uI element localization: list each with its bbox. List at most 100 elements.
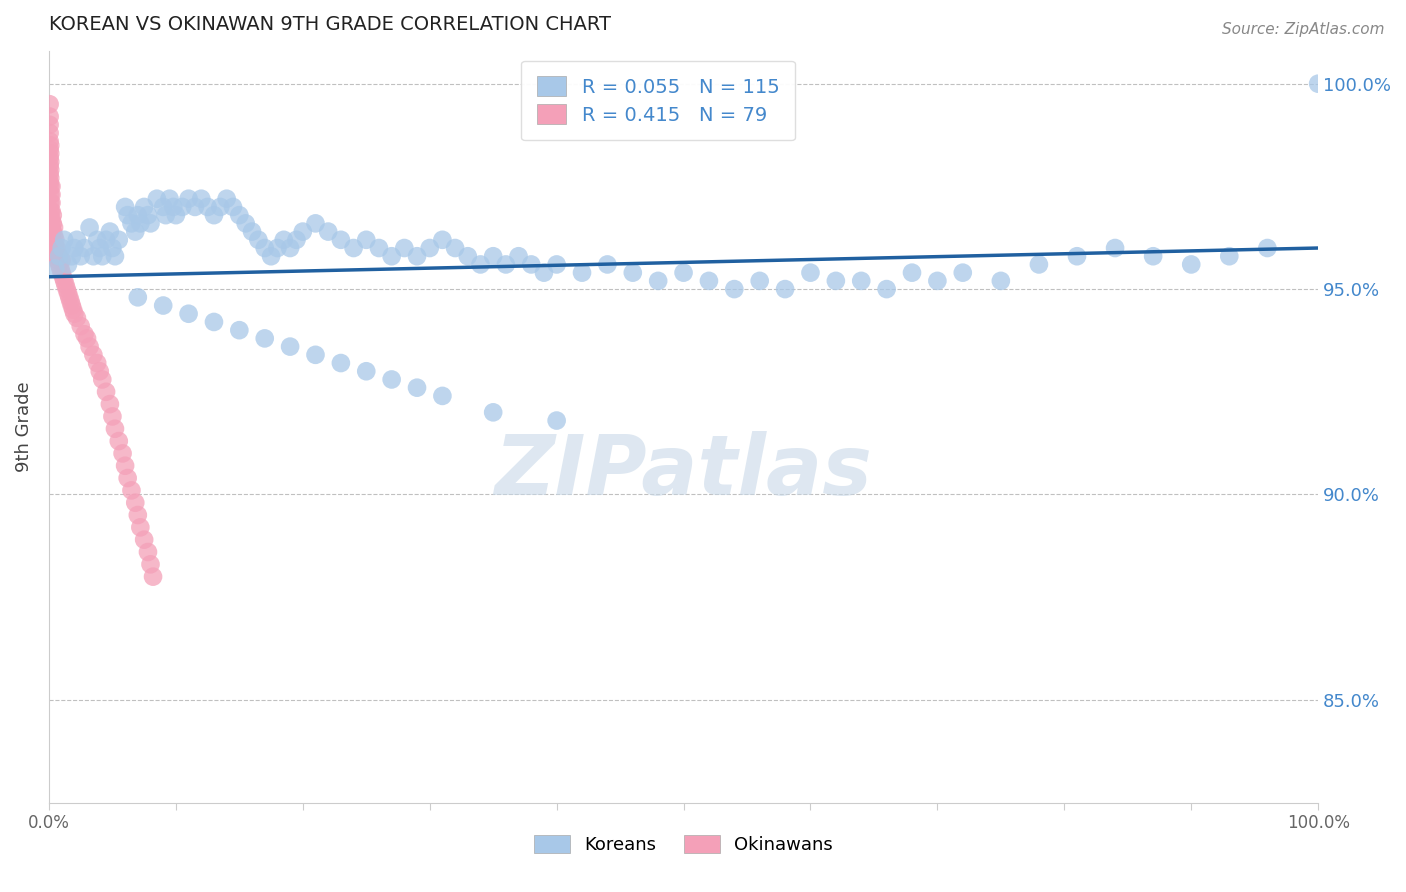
- Point: [51, 253, 73, 268]
- Point: [42, 220, 65, 235]
- Point: [394, 241, 416, 255]
- Text: ZIPatlas: ZIPatlas: [495, 432, 873, 512]
- Point: [209, 200, 232, 214]
- Point: [45, 241, 67, 255]
- Point: [42, 228, 65, 243]
- Point: [58, 290, 80, 304]
- Point: [94, 233, 117, 247]
- Point: [66, 310, 89, 325]
- Point: [82, 348, 104, 362]
- Point: [215, 192, 238, 206]
- Point: [723, 282, 745, 296]
- Point: [1180, 257, 1202, 271]
- Point: [56, 257, 79, 271]
- Point: [38, 126, 60, 140]
- Point: [127, 208, 149, 222]
- Point: [285, 233, 308, 247]
- Point: [876, 282, 898, 296]
- Point: [197, 200, 219, 214]
- Point: [444, 241, 467, 255]
- Point: [38, 159, 60, 173]
- Point: [1142, 249, 1164, 263]
- Point: [406, 381, 429, 395]
- Point: [901, 266, 924, 280]
- Point: [117, 471, 139, 485]
- Point: [304, 216, 326, 230]
- Point: [247, 233, 270, 247]
- Point: [39, 204, 62, 219]
- Point: [44, 241, 66, 255]
- Point: [697, 274, 720, 288]
- Point: [134, 200, 156, 214]
- Point: [111, 446, 134, 460]
- Point: [432, 389, 454, 403]
- Point: [121, 483, 143, 498]
- Point: [356, 233, 378, 247]
- Point: [38, 143, 60, 157]
- Point: [342, 241, 364, 255]
- Point: [49, 261, 72, 276]
- Point: [48, 249, 70, 263]
- Point: [266, 241, 288, 255]
- Point: [990, 274, 1012, 288]
- Point: [146, 192, 169, 206]
- Point: [86, 356, 108, 370]
- Y-axis label: 9th Grade: 9th Grade: [15, 382, 32, 472]
- Point: [235, 216, 257, 230]
- Point: [190, 192, 212, 206]
- Point: [104, 249, 127, 263]
- Point: [356, 364, 378, 378]
- Point: [124, 225, 146, 239]
- Point: [73, 327, 96, 342]
- Point: [91, 372, 114, 386]
- Point: [165, 208, 187, 222]
- Point: [107, 233, 129, 247]
- Point: [260, 249, 283, 263]
- Point: [98, 397, 121, 411]
- Point: [44, 233, 66, 247]
- Point: [117, 208, 139, 222]
- Point: [46, 253, 69, 268]
- Point: [672, 266, 695, 280]
- Point: [136, 545, 159, 559]
- Point: [101, 241, 124, 255]
- Point: [152, 200, 174, 214]
- Point: [419, 241, 441, 255]
- Point: [94, 384, 117, 399]
- Point: [86, 233, 108, 247]
- Point: [101, 409, 124, 424]
- Point: [799, 266, 821, 280]
- Point: [1308, 77, 1330, 91]
- Point: [222, 200, 245, 214]
- Point: [89, 364, 111, 378]
- Point: [41, 204, 63, 219]
- Point: [45, 249, 67, 263]
- Point: [253, 241, 276, 255]
- Point: [41, 212, 63, 227]
- Text: KOREAN VS OKINAWAN 9TH GRADE CORRELATION CHART: KOREAN VS OKINAWAN 9TH GRADE CORRELATION…: [49, 15, 612, 34]
- Point: [177, 307, 200, 321]
- Point: [1028, 257, 1050, 271]
- Point: [114, 458, 136, 473]
- Point: [546, 413, 568, 427]
- Point: [470, 257, 492, 271]
- Point: [273, 233, 295, 247]
- Point: [139, 558, 162, 572]
- Point: [927, 274, 949, 288]
- Point: [51, 241, 73, 255]
- Point: [44, 261, 66, 276]
- Point: [546, 257, 568, 271]
- Point: [368, 241, 391, 255]
- Point: [56, 286, 79, 301]
- Point: [42, 216, 65, 230]
- Point: [291, 225, 314, 239]
- Point: [381, 249, 404, 263]
- Point: [406, 249, 429, 263]
- Point: [79, 340, 101, 354]
- Point: [60, 299, 83, 313]
- Legend: R = 0.055   N = 115, R = 0.415   N = 79: R = 0.055 N = 115, R = 0.415 N = 79: [522, 61, 794, 141]
- Point: [42, 225, 65, 239]
- Point: [228, 208, 250, 222]
- Point: [39, 195, 62, 210]
- Point: [1066, 249, 1088, 263]
